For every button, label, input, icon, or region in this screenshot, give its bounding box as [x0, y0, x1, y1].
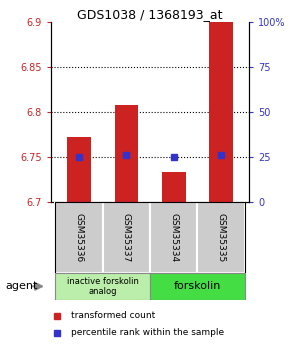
Text: GSM35334: GSM35334	[169, 213, 178, 262]
Text: GSM35336: GSM35336	[75, 213, 84, 262]
Bar	[67, 137, 91, 202]
Text: forskolin: forskolin	[174, 282, 221, 291]
Bar	[150, 273, 245, 300]
Text: transformed count: transformed count	[71, 311, 155, 320]
Bar	[209, 22, 233, 202]
Text: GSM35337: GSM35337	[122, 213, 131, 262]
Title: GDS1038 / 1368193_at: GDS1038 / 1368193_at	[77, 8, 223, 21]
Bar	[197, 202, 245, 273]
Bar	[55, 202, 103, 273]
Text: GSM35335: GSM35335	[217, 213, 226, 262]
Bar	[150, 202, 197, 273]
Text: inactive forskolin
analog: inactive forskolin analog	[67, 277, 139, 296]
Text: percentile rank within the sample: percentile rank within the sample	[71, 328, 224, 337]
Text: agent: agent	[6, 282, 38, 291]
Bar	[103, 202, 150, 273]
Bar	[115, 105, 138, 202]
Bar	[55, 273, 150, 300]
Bar	[162, 172, 186, 202]
